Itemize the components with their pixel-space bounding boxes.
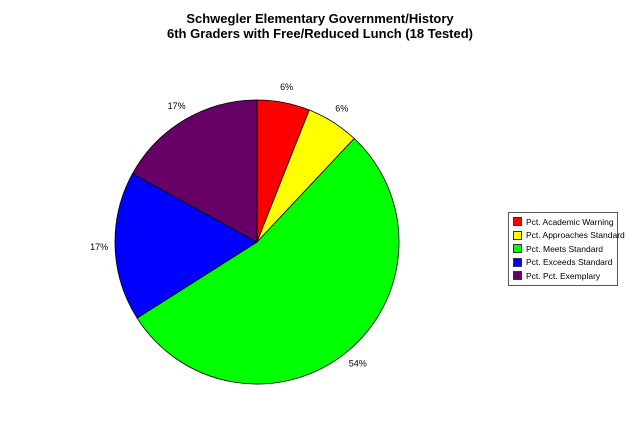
legend-label-meets-standard: Pct. Meets Standard (526, 243, 604, 254)
legend-item-approaches-standard: Pct. Approaches Standard (513, 229, 625, 243)
pie-slice-exemplary (132, 99, 258, 243)
legend-swatch-exceeds-standard (513, 257, 522, 267)
legend-swatch-approaches-standard (513, 230, 522, 240)
pie-slice-meets-standard (136, 137, 400, 385)
legend-label-exceeds-standard: Pct. Exceeds Standard (526, 257, 613, 268)
legend-item-academic-warning: Pct. Academic Warning (513, 215, 615, 229)
slice-label-exceeds-standard: 17% (90, 242, 108, 252)
slice-label-exemplary: 17% (168, 101, 186, 111)
legend-label-exemplary: Pct. Pct. Exemplary (526, 270, 601, 281)
slice-label-academic-warning: 6% (280, 82, 293, 92)
legend-label-approaches-standard: Pct. Approaches Standard (526, 230, 625, 241)
chart-title: Schwegler Elementary Government/History … (0, 11, 640, 41)
legend-item-exceeds-standard: Pct. Exceeds Standard (513, 256, 615, 270)
legend-label-academic-warning: Pct. Academic Warning (526, 216, 614, 227)
legend-swatch-academic-warning (513, 217, 522, 227)
legend-swatch-exemplary (513, 271, 522, 281)
legend-swatch-meets-standard (513, 244, 522, 254)
chart-title-line-2: 6th Graders with Free/Reduced Lunch (18 … (166, 26, 474, 41)
slice-label-meets-standard: 54% (349, 359, 367, 369)
legend: Pct. Academic Warning Pct. Approaches St… (508, 212, 625, 286)
legend-item-exemplary: Pct. Pct. Exemplary (513, 269, 615, 283)
chart-title-line-1: Schwegler Elementary Government/History (186, 11, 454, 26)
legend-item-meets-standard: Pct. Meets Standard (513, 242, 615, 256)
slice-label-approaches-standard: 6% (335, 104, 348, 114)
pie-slice-exceeds-standard (114, 173, 258, 319)
